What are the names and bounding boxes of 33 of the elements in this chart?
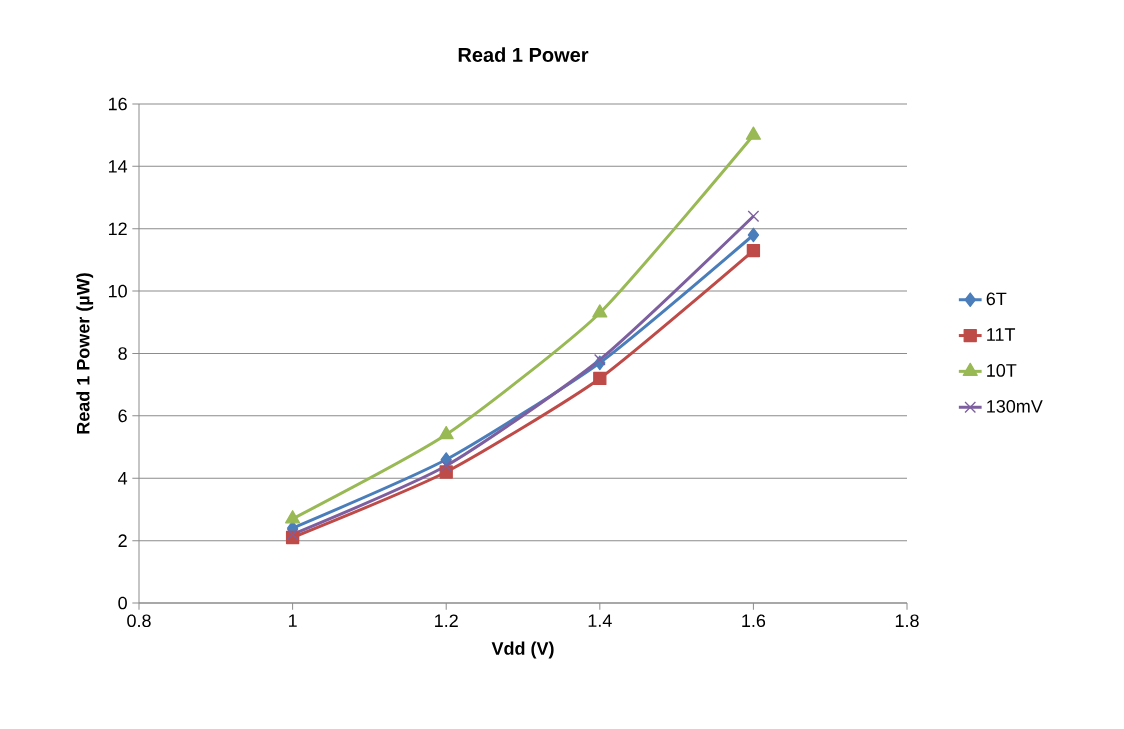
point	[440, 459, 453, 472]
y-tick-label: 8	[118, 347, 127, 360]
point	[746, 243, 761, 258]
point	[593, 371, 607, 386]
x-tick-label: 1	[288, 614, 297, 627]
legend-label: 130mV	[987, 399, 1043, 413]
y-tick-label: 4	[118, 472, 128, 485]
y-tick-label: 10	[108, 284, 127, 298]
legend-label: 11T	[987, 328, 1016, 341]
y-tick-label: 14	[108, 160, 128, 173]
point	[592, 304, 608, 318]
y-tick-label: 16	[108, 97, 127, 111]
y-tick-label: 6	[118, 409, 127, 423]
y-tick-label: 12	[108, 222, 127, 236]
y-axis-title: Read 1 Power (µW)	[76, 273, 94, 434]
legend-label: 10T	[987, 364, 1017, 377]
x-tick-label: 1.4	[588, 614, 612, 627]
point	[438, 425, 454, 440]
legend-label: 6T	[986, 292, 1007, 306]
point	[747, 227, 760, 243]
x-tick-label: 1.6	[742, 614, 766, 628]
point	[285, 510, 301, 524]
point	[745, 126, 761, 140]
chart-title: Read 1 Power	[458, 47, 589, 62]
point	[286, 528, 299, 541]
x-tick-label: 0.8	[127, 614, 151, 628]
x-tick-label: 1.2	[435, 614, 458, 627]
x-axis-title: Vdd (V)	[491, 641, 554, 659]
x-tick-label: 1.8	[895, 614, 919, 628]
y-tick-label: 2	[118, 534, 127, 547]
point	[747, 210, 760, 223]
y-tick-label: 0	[118, 596, 127, 610]
point	[593, 353, 606, 366]
